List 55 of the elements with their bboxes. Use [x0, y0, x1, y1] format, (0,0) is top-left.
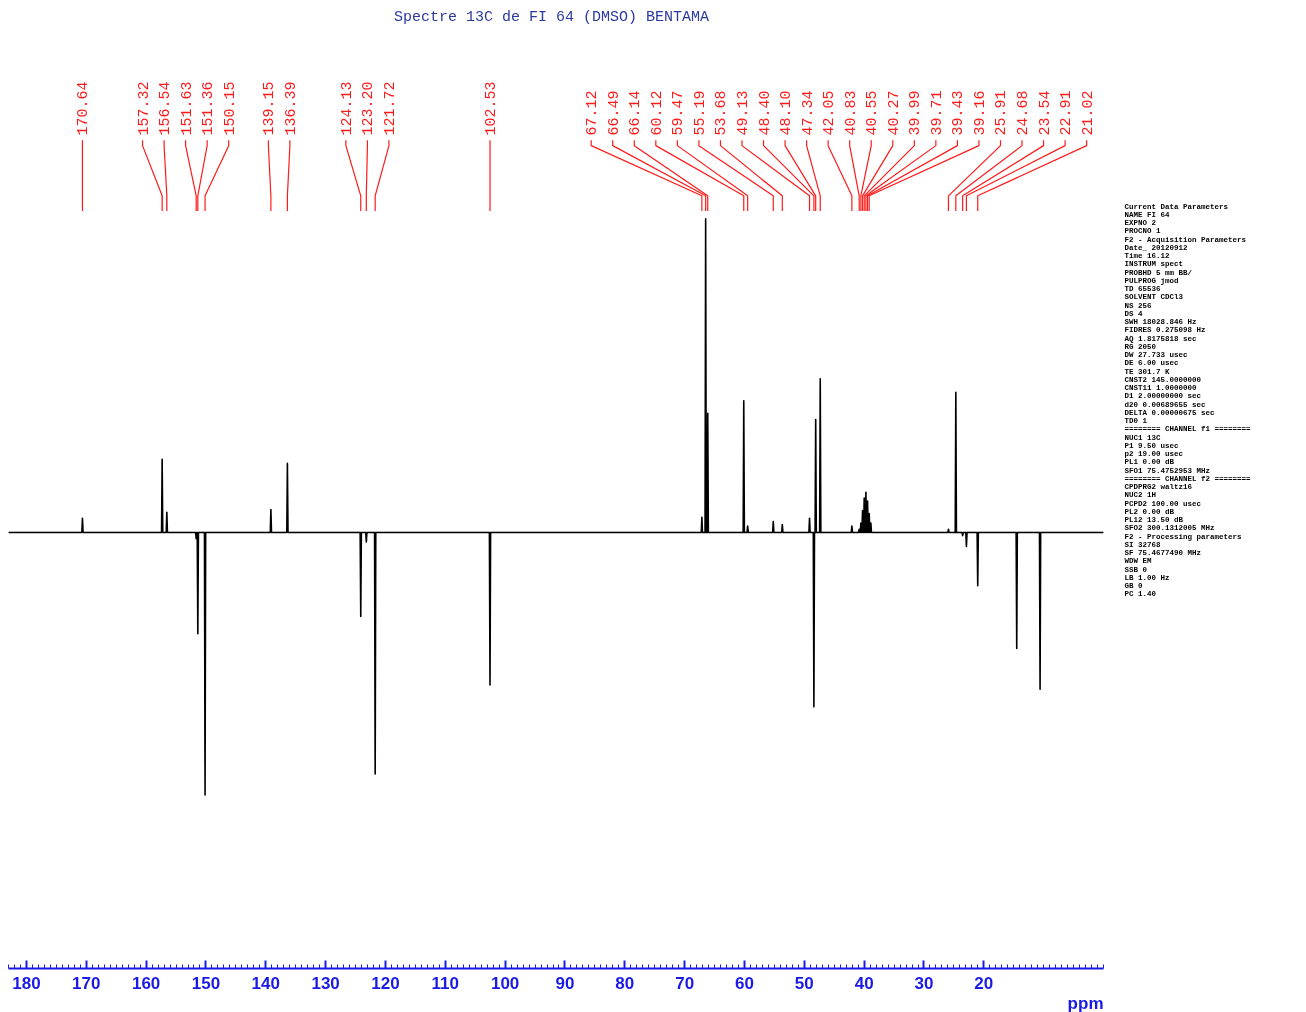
annotation: 67.12	[584, 90, 602, 136]
x-tick-label: 50	[794, 973, 814, 993]
x-tick-label: 170	[72, 973, 101, 993]
x-tick-label: 180	[12, 973, 41, 993]
x-tick-label: 40	[854, 973, 874, 993]
annotation: 151.36	[200, 81, 218, 136]
annotation: 25.91	[993, 90, 1011, 136]
annotation: 39.71	[928, 90, 946, 136]
annotation: 39.43	[950, 90, 968, 136]
annotation: 156.54	[157, 81, 175, 136]
annotation: 66.49	[605, 90, 623, 136]
x-tick-label: 60	[735, 973, 754, 993]
x-tick-label: 130	[311, 973, 340, 993]
annotation: 123.20	[360, 81, 378, 136]
annotation: 53.68	[713, 90, 731, 136]
annotation: 59.47	[670, 90, 688, 136]
annotation: 151.63	[178, 81, 196, 136]
annotation: 170.64	[75, 81, 93, 136]
annotation: 39.16	[971, 90, 989, 136]
x-tick-label: 90	[555, 973, 575, 993]
annotation: 47.34	[799, 90, 817, 136]
x-tick-label: 110	[431, 973, 460, 993]
x-axis-title: ppm	[1067, 993, 1104, 1012]
annotation: 39.99	[907, 90, 925, 136]
x-tick-label: 160	[131, 973, 161, 993]
x-tick-label: 80	[615, 973, 635, 993]
annotation: 40.27	[885, 90, 903, 136]
annotation: 124.13	[338, 81, 356, 136]
x-tick-label: 140	[251, 973, 280, 993]
annotation: 21.02	[1079, 90, 1097, 136]
x-tick-label: 20	[974, 973, 994, 993]
annotation: 60.12	[648, 90, 666, 136]
annotation: 136.39	[282, 81, 300, 136]
x-tick-label: 70	[675, 973, 695, 993]
annotation: 150.15	[221, 81, 239, 136]
annotation: 40.83	[842, 90, 860, 136]
annotation: 121.72	[381, 81, 399, 136]
annotation: 139.15	[261, 81, 279, 136]
x-tick-label: 100	[490, 973, 520, 993]
annotation: 49.13	[734, 90, 752, 136]
annotation: 102.53	[483, 81, 500, 136]
x-tick-label: 120	[371, 973, 400, 993]
annotation: 40.55	[864, 90, 882, 136]
annotation: 22.91	[1058, 90, 1076, 136]
annotation: 23.54	[1036, 90, 1054, 136]
x-tick-label: 150	[191, 973, 221, 993]
annotation: 48.40	[756, 90, 774, 136]
annotation: 66.14	[627, 90, 645, 136]
annotation: 48.10	[778, 90, 796, 136]
annotation: 157.32	[135, 81, 153, 136]
annotation: 24.68	[1015, 90, 1033, 136]
annotation: 42.05	[821, 90, 839, 136]
annotation: 55.19	[691, 90, 709, 136]
chart-title: Spectre 13C de FI 64 (DMSO) BENTAMA	[393, 8, 710, 26]
x-tick-label: 30	[914, 973, 934, 993]
